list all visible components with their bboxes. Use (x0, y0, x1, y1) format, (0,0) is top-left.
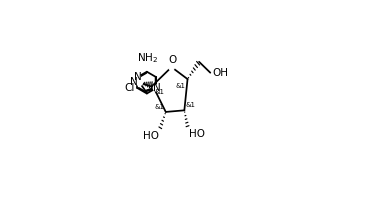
Text: &1: &1 (186, 102, 196, 108)
Text: &1: &1 (176, 83, 186, 89)
Text: HO: HO (143, 131, 159, 141)
Text: &1: &1 (154, 104, 165, 110)
Text: OH: OH (212, 68, 228, 78)
Text: O: O (168, 55, 176, 65)
Text: N: N (153, 83, 161, 93)
Text: N: N (131, 77, 138, 87)
Ellipse shape (137, 80, 142, 85)
Text: HO: HO (189, 129, 205, 139)
Text: NH$_2$: NH$_2$ (137, 51, 158, 64)
Ellipse shape (169, 64, 174, 70)
Text: N: N (134, 72, 141, 82)
Ellipse shape (135, 74, 140, 80)
Text: &1: &1 (154, 89, 164, 95)
Ellipse shape (153, 85, 159, 91)
Text: Cl: Cl (124, 83, 135, 93)
